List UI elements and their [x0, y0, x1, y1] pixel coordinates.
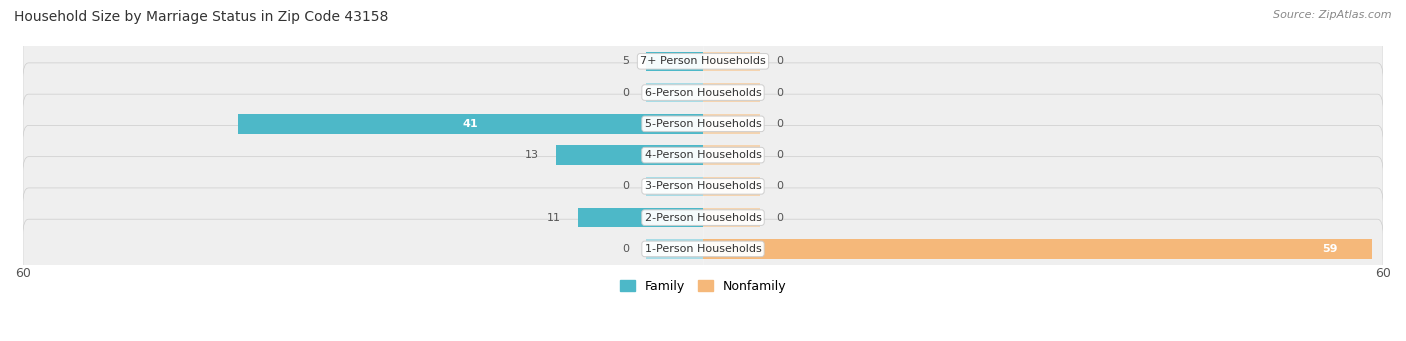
Text: 2-Person Households: 2-Person Households [644, 213, 762, 223]
Text: Household Size by Marriage Status in Zip Code 43158: Household Size by Marriage Status in Zip… [14, 10, 388, 24]
Text: 0: 0 [623, 181, 630, 191]
Text: 11: 11 [547, 213, 561, 223]
Text: 13: 13 [524, 150, 538, 160]
Text: Source: ZipAtlas.com: Source: ZipAtlas.com [1274, 10, 1392, 20]
Bar [703, 114, 759, 134]
Text: 0: 0 [776, 213, 783, 223]
Text: 5: 5 [623, 56, 630, 66]
Text: 0: 0 [776, 88, 783, 98]
Legend: Family, Nonfamily: Family, Nonfamily [614, 275, 792, 298]
Bar [647, 239, 703, 258]
Text: 41: 41 [463, 119, 478, 129]
Bar [647, 83, 703, 102]
Bar [647, 51, 703, 71]
Text: 0: 0 [623, 244, 630, 254]
Text: 4-Person Households: 4-Person Households [644, 150, 762, 160]
Bar [647, 177, 703, 196]
FancyBboxPatch shape [22, 125, 1384, 185]
Text: 0: 0 [776, 56, 783, 66]
Text: 5-Person Households: 5-Person Households [644, 119, 762, 129]
Text: 59: 59 [1322, 244, 1337, 254]
Bar [703, 51, 759, 71]
FancyBboxPatch shape [22, 94, 1384, 153]
Text: 1-Person Households: 1-Person Households [644, 244, 762, 254]
FancyBboxPatch shape [22, 188, 1384, 247]
Text: 0: 0 [776, 150, 783, 160]
Bar [703, 83, 759, 102]
Text: 3-Person Households: 3-Person Households [644, 181, 762, 191]
Bar [238, 114, 703, 134]
Bar [555, 145, 703, 165]
Bar [703, 177, 759, 196]
Text: 0: 0 [776, 119, 783, 129]
FancyBboxPatch shape [22, 157, 1384, 216]
Bar [703, 208, 759, 227]
Text: 0: 0 [623, 88, 630, 98]
Bar [578, 208, 703, 227]
FancyBboxPatch shape [22, 32, 1384, 91]
FancyBboxPatch shape [22, 63, 1384, 122]
Text: 6-Person Households: 6-Person Households [644, 88, 762, 98]
Text: 7+ Person Households: 7+ Person Households [640, 56, 766, 66]
FancyBboxPatch shape [22, 219, 1384, 279]
Bar [703, 239, 1372, 258]
Text: 0: 0 [776, 181, 783, 191]
Bar [703, 145, 759, 165]
